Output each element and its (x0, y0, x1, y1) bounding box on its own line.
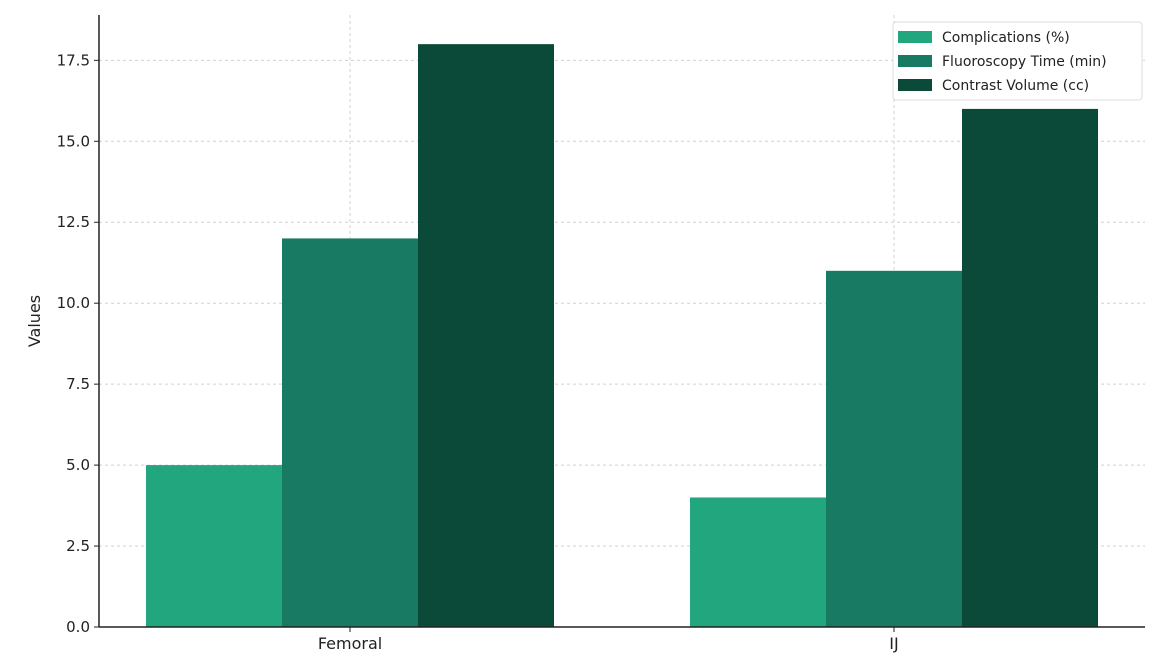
bar-0-0 (146, 465, 282, 627)
y-tick-label: 2.5 (66, 537, 90, 555)
bar-1-0 (282, 238, 418, 627)
bar-0-1 (690, 497, 826, 627)
bar-1-1 (826, 270, 962, 627)
y-tick-label: 0.0 (66, 618, 90, 636)
bar-2-0 (418, 44, 554, 627)
bars (146, 44, 1098, 627)
legend-box (892, 21, 1143, 101)
legend-label: Complications (%) (942, 30, 1070, 46)
legend-swatch (898, 31, 932, 43)
x-tick-label: Femoral (318, 634, 382, 653)
legend-label: Fluoroscopy Time (min) (942, 54, 1107, 70)
y-tick-label: 5.0 (66, 456, 90, 474)
axes: 0.0 2.5 5.0 7.5 10.0 12.5 15.0 17.5 Femoral IJ (57, 15, 1145, 653)
y-tick-label: 7.5 (66, 375, 90, 393)
y-tick-label: 12.5 (57, 213, 90, 231)
legend-swatch (898, 55, 932, 67)
y-axis-label: Values (25, 295, 44, 347)
legend-label: Contrast Volume (cc) (942, 78, 1089, 94)
legend: Complications (%) Fluoroscopy Time (min) C… (892, 21, 1143, 101)
y-tick-label: 15.0 (57, 132, 90, 150)
bar-2-1 (962, 108, 1098, 627)
legend-swatch (898, 79, 932, 91)
x-tick-label: IJ (889, 634, 898, 653)
y-tick-label: 10.0 (57, 294, 90, 312)
y-tick-label: 17.5 (57, 51, 90, 69)
